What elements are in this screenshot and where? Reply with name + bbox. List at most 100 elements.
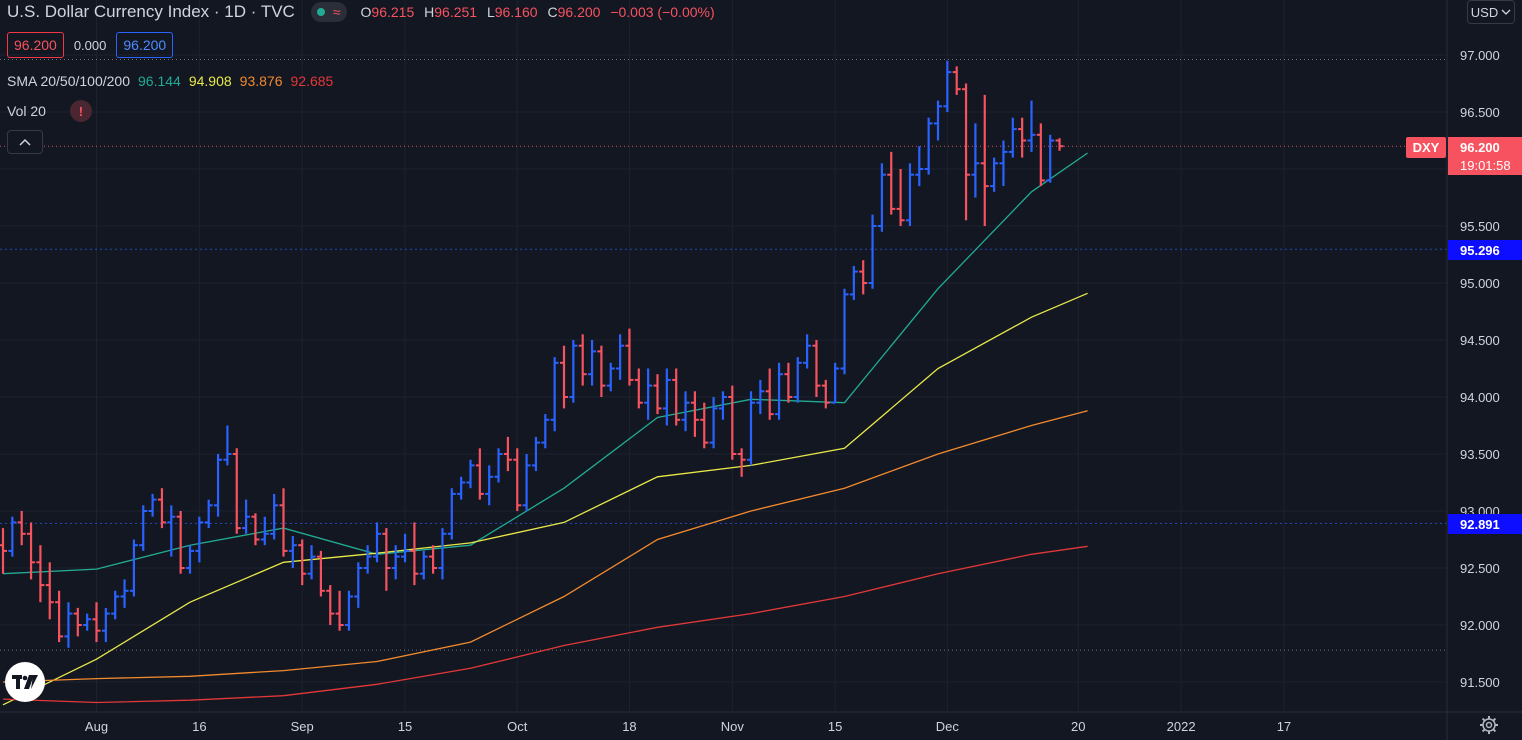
- ohlc-bar[interactable]: [877, 163, 886, 232]
- ohlc-bar[interactable]: [447, 488, 456, 540]
- ohlc-bar[interactable]: [475, 448, 484, 500]
- ohlc-bar[interactable]: [186, 545, 194, 574]
- ohlc-bar[interactable]: [990, 157, 999, 192]
- collapse-legend-button[interactable]: [7, 130, 43, 154]
- ohlc-bar[interactable]: [999, 140, 1008, 187]
- ohlc-bar[interactable]: [429, 545, 438, 574]
- ohlc-bar[interactable]: [775, 362, 784, 420]
- ohlc-bar[interactable]: [176, 511, 185, 574]
- alert-icon[interactable]: !: [69, 100, 92, 122]
- ohlc-bar[interactable]: [943, 60, 952, 112]
- ohlc-bar[interactable]: [896, 169, 905, 226]
- ohlc-bar[interactable]: [952, 66, 961, 95]
- ohlc-bar[interactable]: [934, 100, 942, 141]
- ohlc-bar[interactable]: [485, 465, 494, 506]
- ohlc-bar[interactable]: [419, 550, 428, 580]
- ohlc-bar[interactable]: [616, 334, 625, 380]
- ohlc-bar[interactable]: [0, 528, 7, 574]
- ohlc-bar[interactable]: [298, 539, 307, 586]
- ohlc-bar[interactable]: [101, 607, 110, 643]
- ohlc-bar[interactable]: [747, 391, 755, 466]
- ohlc-bar[interactable]: [662, 368, 671, 426]
- ohlc-bar[interactable]: [335, 590, 344, 631]
- ohlc-bar[interactable]: [503, 436, 512, 472]
- ohlc-bar[interactable]: [167, 505, 176, 557]
- ohlc-bar[interactable]: [120, 579, 129, 608]
- gear-icon[interactable]: [1478, 714, 1500, 736]
- ohlc-bar[interactable]: [73, 607, 82, 637]
- ohlc-bar[interactable]: [1036, 123, 1045, 187]
- ohlc-bar[interactable]: [812, 340, 821, 397]
- ohlc-bar[interactable]: [27, 522, 36, 580]
- ohlc-bar[interactable]: [17, 511, 26, 546]
- sell-price-button[interactable]: 96.200: [7, 32, 64, 58]
- ohlc-bar[interactable]: [373, 522, 381, 563]
- ohlc-bar[interactable]: [868, 214, 877, 289]
- ohlc-bar[interactable]: [962, 83, 971, 221]
- ohlc-bar[interactable]: [316, 550, 325, 597]
- ohlc-bar[interactable]: [55, 590, 64, 643]
- ohlc-bar[interactable]: [541, 414, 550, 449]
- ohlc-bar[interactable]: [288, 536, 297, 568]
- ohlc-bar[interactable]: [223, 425, 232, 466]
- volume-legend[interactable]: Vol 20 !: [7, 100, 92, 122]
- tradingview-logo-icon[interactable]: [5, 662, 45, 702]
- ohlc-bar[interactable]: [625, 328, 634, 386]
- ohlc-bar[interactable]: [232, 448, 241, 534]
- ohlc-bar[interactable]: [1018, 117, 1027, 158]
- ohlc-bar[interactable]: [83, 613, 92, 631]
- ohlc-bar[interactable]: [718, 391, 727, 420]
- ohlc-bar[interactable]: [887, 151, 896, 215]
- ohlc-bar[interactable]: [765, 368, 774, 420]
- sma-legend[interactable]: SMA 20/50/100/200 96.144 94.908 93.876 9…: [7, 73, 333, 89]
- ohlc-bar[interactable]: [391, 545, 400, 580]
- ohlc-bar[interactable]: [438, 528, 447, 580]
- ohlc-bar[interactable]: [756, 379, 765, 415]
- ohlc-bar[interactable]: [494, 448, 503, 483]
- ohlc-bar[interactable]: [728, 385, 737, 460]
- ohlc-bar[interactable]: [129, 539, 138, 597]
- ohlc-bar[interactable]: [410, 522, 419, 586]
- ohlc-bar[interactable]: [597, 345, 606, 397]
- ohlc-bar[interactable]: [64, 602, 73, 648]
- ohlc-bar[interactable]: [382, 528, 391, 591]
- ohlc-bar[interactable]: [344, 590, 353, 631]
- ohlc-bar[interactable]: [550, 357, 559, 432]
- ohlc-bar[interactable]: [560, 345, 568, 409]
- ohlc-bar[interactable]: [700, 402, 709, 449]
- ohlc-bar[interactable]: [980, 94, 989, 226]
- ohlc-bar[interactable]: [849, 265, 858, 301]
- ohlc-bar[interactable]: [195, 516, 204, 563]
- ohlc-bar[interactable]: [92, 602, 101, 643]
- buy-price-button[interactable]: 96.200: [116, 32, 174, 58]
- ohlc-bar[interactable]: [513, 448, 522, 511]
- ohlc-bar[interactable]: [466, 459, 475, 489]
- ohlc-bar[interactable]: [672, 368, 681, 426]
- ohlc-bar[interactable]: [831, 362, 840, 404]
- symbol-title[interactable]: U.S. Dollar Currency Index · 1D · TVC: [7, 2, 295, 21]
- ohlc-bar[interactable]: [859, 260, 868, 295]
- currency-selector[interactable]: USD: [1467, 0, 1515, 24]
- ohlc-bar[interactable]: [214, 454, 223, 517]
- price-axis-bg[interactable]: [1447, 0, 1522, 712]
- ohlc-bar[interactable]: [924, 117, 933, 175]
- ohlc-bar[interactable]: [45, 562, 54, 620]
- ohlc-bar[interactable]: [634, 368, 643, 409]
- ohlc-bar[interactable]: [307, 545, 316, 580]
- ohlc-bar[interactable]: [803, 334, 812, 369]
- ohlc-bar[interactable]: [653, 374, 662, 415]
- ohlc-bar[interactable]: [784, 362, 793, 403]
- ohlc-bar[interactable]: [251, 513, 260, 546]
- ohlc-bar[interactable]: [242, 499, 251, 534]
- ohlc-bar[interactable]: [157, 488, 166, 529]
- ohlc-bar[interactable]: [8, 516, 17, 557]
- ohlc-bar[interactable]: [709, 397, 718, 449]
- ohlc-bar[interactable]: [821, 379, 830, 409]
- ohlc-bar[interactable]: [354, 562, 363, 608]
- ohlc-bar[interactable]: [1027, 100, 1036, 152]
- ohlc-bar[interactable]: [690, 391, 699, 437]
- ohlc-bar[interactable]: [737, 448, 746, 477]
- ohlc-bar[interactable]: [578, 334, 587, 386]
- ohlc-bar[interactable]: [531, 436, 540, 472]
